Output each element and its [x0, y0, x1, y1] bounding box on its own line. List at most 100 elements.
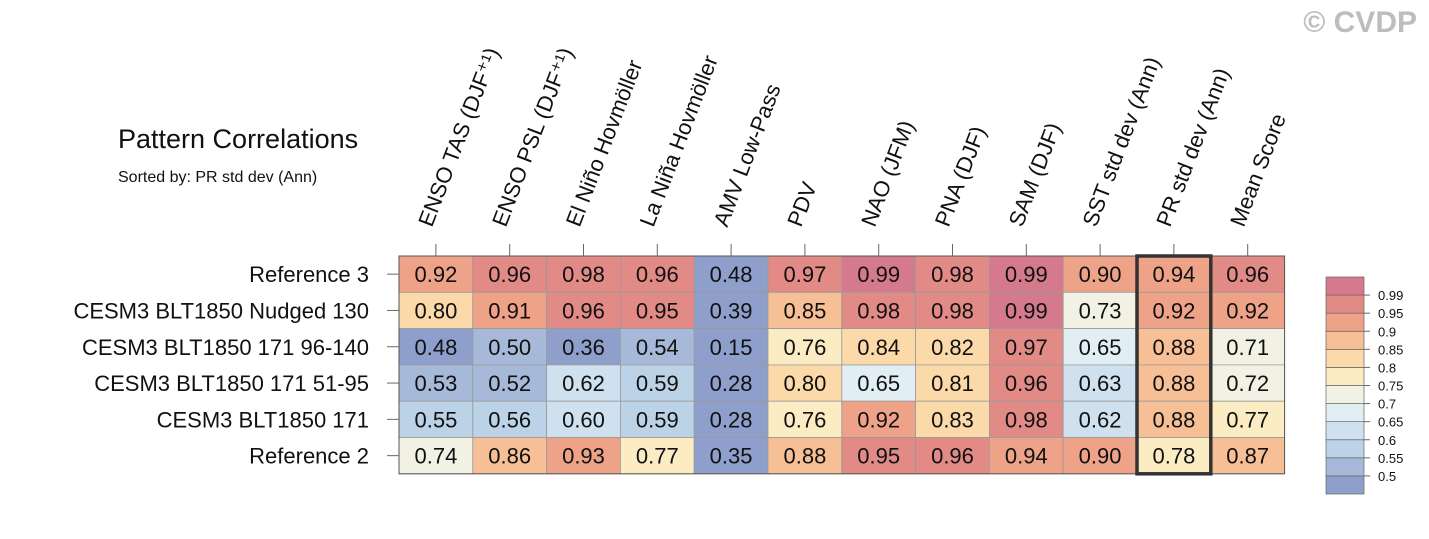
heatmap-cell	[989, 328, 1064, 366]
cell-value-label: 0.96	[562, 298, 605, 323]
cvdp-watermark: © CVDP	[1303, 6, 1417, 39]
cell-value-label: 0.65	[1079, 335, 1122, 360]
colorbar-swatch	[1325, 294, 1365, 314]
heatmap-cell	[398, 328, 474, 366]
cell-value-label: 0.98	[1005, 407, 1048, 432]
heatmap-cell	[915, 437, 990, 475]
cell-value-label: 0.48	[710, 262, 753, 287]
colorbar-level-label: 0.75	[1378, 379, 1403, 394]
highlight-frame-group	[1135, 254, 1213, 476]
cell-value-label: 0.53	[414, 371, 457, 396]
cell-value-label: 0.74	[414, 444, 457, 469]
cell-value-label: 0.88	[1152, 407, 1195, 432]
colorbar-swatch	[1325, 385, 1365, 404]
cell-value-label: 0.96	[1226, 262, 1269, 287]
cell-value-label: 0.72	[1226, 371, 1269, 396]
colorbar: 0.5 0.55 0.6 0.65 0.7 0.75 0.8 0.85 0.9 0.95 0.99	[1325, 276, 1403, 495]
cell-value-label: 0.90	[1079, 444, 1122, 469]
column-label: PDV	[782, 178, 822, 229]
heatmap-cell	[620, 400, 695, 438]
cell-value-label: 0.81	[931, 371, 974, 396]
heatmap-cell	[1210, 328, 1286, 366]
cell-value-label: 0.99	[1005, 262, 1048, 287]
cell-value-label: 0.55	[414, 407, 457, 432]
cell-value-label: 0.78	[1152, 444, 1195, 469]
cell-value-label: 0.48	[414, 335, 457, 360]
cell-value-label: 0.77	[636, 444, 679, 469]
cell-value-label: 0.84	[857, 335, 900, 360]
column-label: Mean Score	[1225, 110, 1291, 230]
cell-value-label: 0.99	[857, 262, 900, 287]
heatmap-cell	[620, 437, 695, 475]
column-label: ENSO TAS (DJF⁺¹)	[413, 44, 504, 230]
colorbar-swatch	[1325, 421, 1365, 441]
colorbar-level-label: 0.7	[1378, 397, 1396, 412]
cell-value-label: 0.50	[488, 335, 531, 360]
cell-value-label: 0.96	[636, 262, 679, 287]
heatmap-cell	[841, 364, 916, 402]
heatmap-cells	[398, 255, 1286, 475]
colorbar-swatch	[1325, 312, 1365, 332]
cell-value-label: 0.80	[414, 298, 457, 323]
cell-value-label: 0.98	[562, 262, 605, 287]
heatmap-cell	[989, 437, 1064, 475]
heatmap-cell	[841, 291, 916, 329]
cell-value-label: 0.92	[414, 262, 457, 287]
cell-value-label: 0.15	[710, 335, 753, 360]
cell-value-label: 0.92	[1226, 298, 1269, 323]
cell-value-label: 0.71	[1226, 335, 1269, 360]
cell-value-label: 0.96	[488, 262, 531, 287]
heatmap-cell	[1062, 328, 1138, 366]
cell-value-label: 0.98	[931, 262, 974, 287]
cell-value-label: 0.59	[636, 407, 679, 432]
heatmap-cell	[693, 437, 769, 475]
row-labels: Reference 3 CESM3 BLT1850 Nudged 130 CESM3…	[73, 262, 399, 469]
colorbar-swatch	[1325, 348, 1365, 368]
column-label: SAM (DJF)	[1004, 119, 1066, 230]
colorbar-level-label: 0.8	[1378, 360, 1396, 375]
cell-value-label: 0.28	[710, 371, 753, 396]
cell-value-label: 0.62	[562, 371, 605, 396]
row-label: CESM3 BLT1850 171	[157, 407, 369, 432]
grid-border	[398, 255, 1286, 475]
heatmap-cell	[693, 291, 769, 329]
cell-value-label: 0.91	[488, 298, 531, 323]
colorbar-level-label: 0.95	[1378, 306, 1403, 321]
column-label: PR std dev (Ann)	[1151, 64, 1234, 229]
cell-value-label: 0.65	[857, 371, 900, 396]
cell-value-label: 0.95	[857, 444, 900, 469]
heatmap-cell	[767, 364, 843, 402]
cell-value-label: 0.96	[931, 444, 974, 469]
heatmap-cell-labels: 0.92 0.96 0.98 0.96 0.48 0.97 0.99 0.98 0.99 0.90…	[414, 262, 1269, 469]
heatmap-cell	[767, 291, 843, 329]
cell-value-label: 0.88	[1152, 335, 1195, 360]
cell-value-label: 0.63	[1079, 371, 1122, 396]
cell-value-label: 0.85	[783, 298, 826, 323]
row-label: CESM3 BLT1850 171 51-95	[94, 371, 369, 396]
cell-value-label: 0.88	[783, 444, 826, 469]
colorbar-level-label: 0.99	[1378, 288, 1403, 303]
cell-value-label: 0.73	[1079, 298, 1122, 323]
column-label: NAO (JFM)	[856, 117, 919, 230]
heatmap-cell	[1210, 400, 1286, 438]
column-label: PNA (DJF)	[930, 123, 991, 230]
heatmap-cell	[1136, 400, 1212, 438]
cell-value-label: 0.97	[1005, 335, 1048, 360]
cell-value-label: 0.35	[710, 444, 753, 469]
heatmap-cell	[1136, 437, 1212, 475]
heatmap-cell	[767, 437, 843, 475]
colorbar-level-label: 0.9	[1378, 324, 1396, 339]
heatmap-cell	[989, 291, 1064, 329]
cell-value-label: 0.77	[1226, 407, 1269, 432]
title-block: Pattern Correlations Sorted by: PR std d…	[118, 124, 358, 187]
cell-value-label: 0.92	[1152, 298, 1195, 323]
cell-value-label: 0.62	[1079, 407, 1122, 432]
heatmap-cell	[1136, 364, 1212, 402]
heatmap-cell	[767, 328, 843, 366]
cell-value-label: 0.80	[783, 371, 826, 396]
colorbar-level-label: 0.65	[1378, 415, 1403, 430]
colorbar-level-label: 0.6	[1378, 433, 1396, 448]
cell-value-label: 0.94	[1005, 444, 1048, 469]
column-label: La Niña Hovmöller	[635, 52, 723, 230]
chart-subtitle: Sorted by: PR std dev (Ann)	[118, 169, 318, 186]
